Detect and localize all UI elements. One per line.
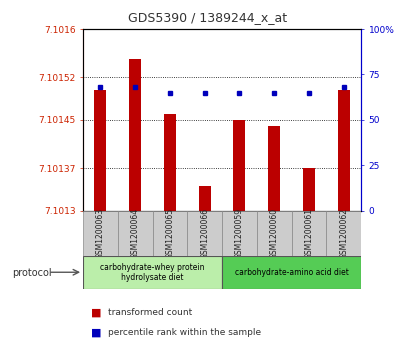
Bar [222,211,257,256]
Text: carbohydrate-amino acid diet: carbohydrate-amino acid diet [234,268,349,277]
Bar [303,168,315,211]
Bar [187,211,222,256]
Text: GSM1200061: GSM1200061 [305,208,313,259]
Bar [291,211,326,256]
Bar [164,114,176,211]
Text: GSM1200066: GSM1200066 [200,208,209,259]
Text: GSM1200064: GSM1200064 [131,208,139,259]
Bar [94,90,107,211]
Text: GDS5390 / 1389244_x_at: GDS5390 / 1389244_x_at [128,11,287,24]
Bar [129,59,141,211]
Text: carbohydrate-whey protein
hydrolysate diet: carbohydrate-whey protein hydrolysate di… [100,262,205,282]
Bar [118,211,153,256]
Bar [83,211,118,256]
Text: GSM1200060: GSM1200060 [270,208,278,259]
Bar [337,90,350,211]
Text: GSM1200059: GSM1200059 [235,208,244,259]
Text: protocol: protocol [12,268,52,278]
Bar [198,186,211,211]
Bar [326,211,361,256]
Text: GSM1200065: GSM1200065 [166,208,174,259]
Bar [153,211,187,256]
Text: GSM1200063: GSM1200063 [96,208,105,259]
Bar [222,256,361,289]
Text: ■: ■ [91,307,102,317]
Text: GSM1200062: GSM1200062 [339,208,348,259]
Text: transformed count: transformed count [108,308,192,317]
Text: percentile rank within the sample: percentile rank within the sample [108,328,261,337]
Bar [83,256,222,289]
Text: ■: ■ [91,327,102,337]
Bar [257,211,292,256]
Bar [233,120,246,211]
Bar [268,126,280,211]
